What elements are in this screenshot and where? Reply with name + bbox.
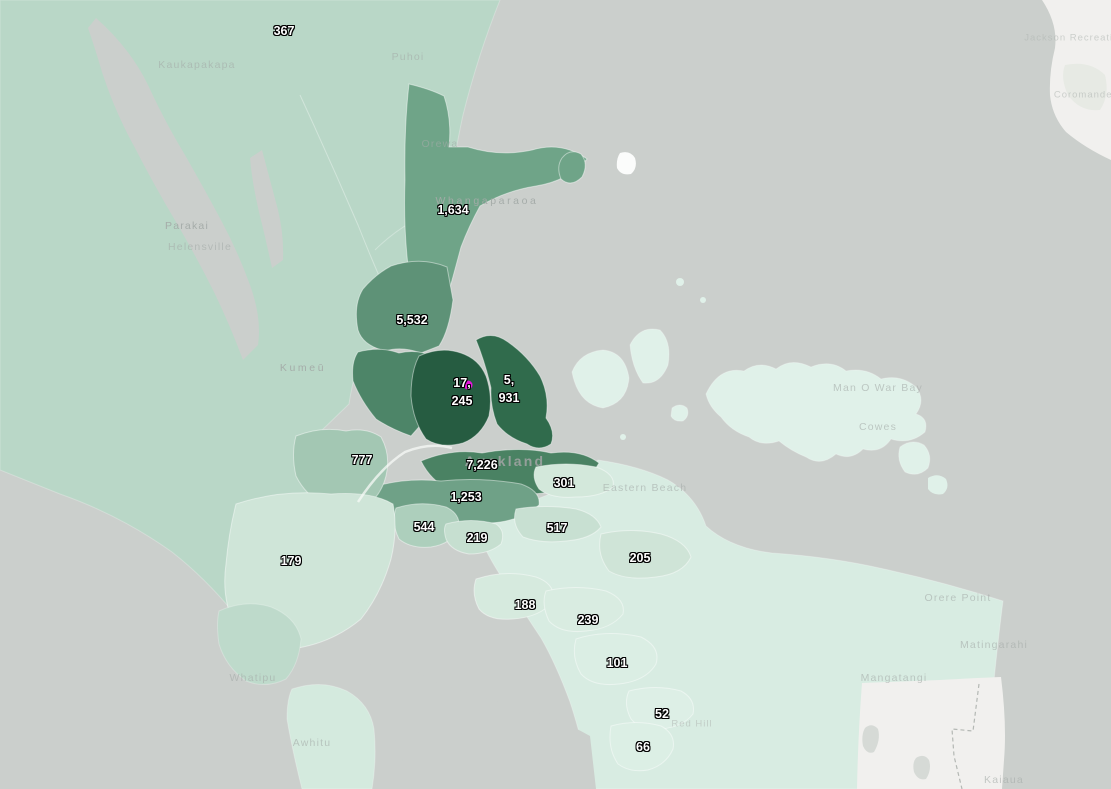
value-label-239: 239 xyxy=(577,612,599,627)
place-label-matingarahi: Matingarahi xyxy=(959,639,1029,651)
region-66[interactable] xyxy=(609,722,674,772)
hauraki-land xyxy=(857,677,1005,789)
selected-area-marker[interactable] xyxy=(463,380,473,390)
region-101[interactable] xyxy=(573,632,658,685)
value-label-17245-line1: 17, xyxy=(453,375,471,390)
value-label-544: 544 xyxy=(413,519,435,534)
motorway-line xyxy=(356,444,453,503)
place-label-coromandel-forest: Coromandel Forest xyxy=(1053,89,1111,101)
lake xyxy=(913,755,930,780)
region-1634[interactable] xyxy=(404,83,588,333)
place-label-puhoi: Puhoi xyxy=(391,51,425,63)
islet xyxy=(676,278,684,286)
islet xyxy=(928,475,948,495)
region-219[interactable] xyxy=(444,520,504,555)
kaipara-harbour xyxy=(88,18,259,360)
white-island xyxy=(616,152,636,175)
place-label-orewa: Orewa xyxy=(421,138,459,150)
value-label-5532: 5,532 xyxy=(396,312,428,327)
ponui-island[interactable] xyxy=(898,441,931,475)
value-label-101: 101 xyxy=(606,655,628,670)
forest-park-shade xyxy=(1063,63,1107,111)
value-label-5931-line1: 5, xyxy=(503,372,515,387)
place-label-mangatangi: Mangatangi xyxy=(860,672,928,684)
region-awhitu[interactable] xyxy=(286,684,376,789)
place-label-kaiaua: Kaiaua xyxy=(984,774,1024,786)
region-239[interactable] xyxy=(543,587,624,632)
place-label-jackson-reserve: Jackson Recreation Reserve xyxy=(1024,32,1111,44)
place-label-kaukapakapa: Kaukapakapa xyxy=(158,59,236,71)
place-label-man-o-war-bay: Man O War Bay xyxy=(833,382,923,394)
value-label-777: 777 xyxy=(351,452,373,467)
manukau-harbour xyxy=(366,640,596,789)
value-label-179: 179 xyxy=(280,553,302,568)
value-label-5931-line2: 931 xyxy=(498,390,520,405)
place-label-whangaparaoa: Whangaparaoa xyxy=(435,195,539,207)
place-label-eastern-beach: Eastern Beach xyxy=(602,482,688,494)
motutapu-island[interactable] xyxy=(629,328,670,384)
place-label-helensville: Helensville xyxy=(168,241,232,253)
kawau-island[interactable] xyxy=(558,151,586,184)
parakai-estuary xyxy=(250,150,284,268)
waiheke-island[interactable] xyxy=(705,362,927,462)
place-label-orere-point: Orere Point xyxy=(924,592,992,604)
motuihe-island[interactable] xyxy=(670,404,689,422)
region-517[interactable] xyxy=(514,506,602,543)
place-label-kumeu: Kumeū xyxy=(279,362,327,374)
region-777[interactable] xyxy=(293,428,389,510)
value-label-517: 517 xyxy=(546,520,568,535)
region-188[interactable] xyxy=(473,573,554,620)
region-52[interactable] xyxy=(625,687,694,730)
value-label-205: 205 xyxy=(629,550,651,565)
islet xyxy=(700,297,706,303)
region-whatipu[interactable] xyxy=(217,603,302,685)
value-label-66: 66 xyxy=(636,739,650,754)
place-label-cowes: Cowes xyxy=(858,421,898,433)
value-label-1634: 1,634 xyxy=(437,202,469,217)
place-label-red-hill: Red Hill xyxy=(671,718,713,730)
place-label-awhitu: Awhitu xyxy=(292,737,332,749)
value-label-7226: 7,226 xyxy=(466,457,498,472)
place-label-parakai: Parakai xyxy=(164,220,210,232)
value-label-367: 367 xyxy=(273,23,295,38)
value-label-219: 219 xyxy=(466,530,488,545)
value-label-301: 301 xyxy=(553,475,575,490)
islet xyxy=(620,434,626,440)
value-label-17245-line2: 245 xyxy=(451,393,473,408)
place-label-auckland: Auckland xyxy=(464,453,546,469)
value-label-1253: 1,253 xyxy=(450,489,482,504)
place-label-whatipu: Whatipu xyxy=(229,672,277,684)
district-boundary-dashed xyxy=(951,683,980,789)
region-5931[interactable] xyxy=(475,335,554,449)
lake xyxy=(862,725,879,753)
value-label-52: 52 xyxy=(655,706,669,721)
region-17245[interactable] xyxy=(410,349,491,446)
rangitoto-island[interactable] xyxy=(571,349,630,409)
value-label-188: 188 xyxy=(514,597,536,612)
region-301[interactable] xyxy=(533,463,614,498)
region-205[interactable] xyxy=(599,530,692,579)
